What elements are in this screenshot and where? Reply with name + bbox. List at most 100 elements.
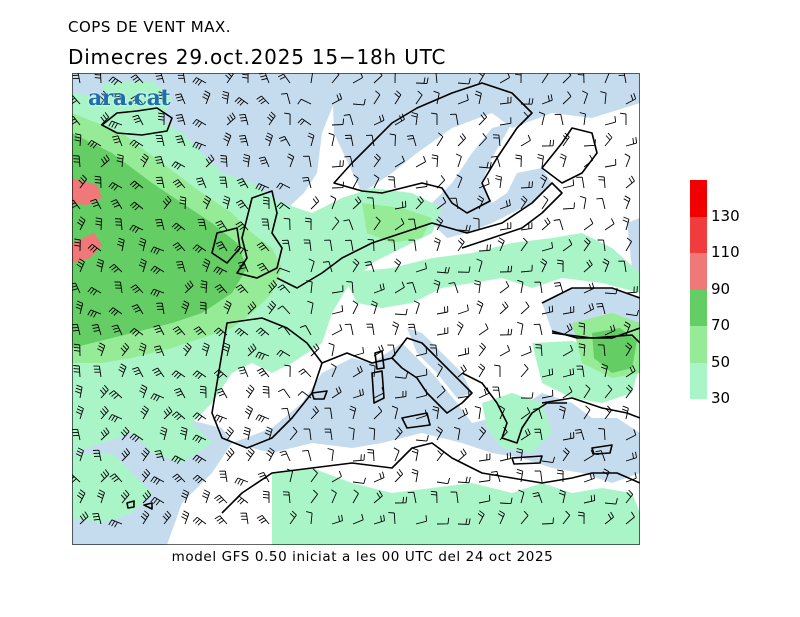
- iceland-coast: [101, 107, 173, 136]
- wind-barb: [239, 113, 249, 126]
- aracat-logo[interactable]: ara.cat: [88, 85, 171, 111]
- wind-barb: [108, 390, 123, 399]
- wind-barb: [153, 345, 165, 357]
- wind-barb: [562, 386, 573, 399]
- wind-barb: [258, 156, 270, 168]
- wind-barb: [215, 220, 228, 231]
- wind-barb: [540, 258, 548, 273]
- wind-barb: [411, 468, 419, 483]
- wind-barb: [138, 342, 147, 357]
- wind-barb: [541, 139, 555, 147]
- wind-barbs: [72, 73, 640, 528]
- wind-barb: [120, 489, 130, 504]
- wind-barb: [152, 367, 165, 378]
- wind-barb: [407, 491, 417, 504]
- wind-barb: [518, 489, 525, 504]
- wind-barb: [625, 342, 633, 357]
- wind-barb: [100, 154, 110, 168]
- wind-barb: [205, 154, 215, 168]
- wind-barb: [330, 363, 337, 378]
- corsica-coast: [374, 350, 385, 370]
- wind-barb: [478, 387, 490, 399]
- wind-barb: [394, 218, 405, 231]
- wind-barb: [255, 183, 270, 192]
- wind-barb: [331, 216, 340, 231]
- wind-barb: [201, 342, 210, 357]
- wind-barb: [87, 309, 102, 318]
- wind-barb: [497, 237, 505, 252]
- wind-barb: [331, 489, 337, 504]
- wind-barb: [352, 365, 363, 378]
- wind-barb: [343, 219, 354, 231]
- wind-barb: [557, 469, 564, 483]
- wind-barb: [223, 300, 232, 315]
- wind-barb: [494, 364, 501, 377]
- finland-coast: [541, 127, 598, 184]
- britain-coast: [236, 190, 283, 279]
- wind-barb: [72, 73, 81, 84]
- wind-barb: [596, 302, 606, 315]
- legend-label-110: 110: [711, 243, 740, 261]
- wind-barb: [578, 511, 585, 525]
- wind-barb: [436, 517, 450, 525]
- wind-barb: [234, 495, 249, 505]
- norwegian-sea: [332, 73, 640, 193]
- wind-barb: [369, 364, 376, 378]
- wind-barb: [132, 366, 144, 378]
- wind-barb: [155, 218, 165, 231]
- wind-barb: [192, 454, 207, 464]
- wind-barb: [495, 175, 502, 189]
- wind-barb: [490, 470, 501, 483]
- wind-barb: [554, 113, 564, 126]
- continental-coast: [276, 182, 563, 289]
- wind-barb: [267, 111, 276, 126]
- wind-barb: [331, 118, 345, 126]
- wind-barb: [150, 496, 165, 506]
- wind-barb: [344, 323, 354, 336]
- wind-barb: [324, 428, 333, 441]
- wind-barb: [597, 239, 606, 252]
- wind-barb: [267, 300, 277, 315]
- wind-barb: [78, 174, 88, 189]
- wind-barb: [562, 73, 572, 84]
- wind-barb: [235, 199, 249, 210]
- wind-barb: [343, 114, 354, 126]
- wind-barb: [491, 155, 501, 168]
- wind-barb: [583, 449, 594, 462]
- chart-title: COPS DE VENT MAX.: [68, 18, 232, 36]
- wind-barb: [604, 384, 613, 399]
- wind-barb: [131, 304, 144, 315]
- wind-barb: [266, 447, 275, 462]
- wind-barb: [246, 447, 255, 462]
- wind-barb: [492, 134, 501, 147]
- wind-barb: [583, 303, 595, 315]
- wind-barb: [100, 405, 109, 420]
- wind-barb: [562, 323, 573, 336]
- legend-swatch-90: [690, 253, 707, 290]
- wind-barb: [352, 300, 359, 315]
- wind-barb: [520, 363, 529, 378]
- wind-barb: [221, 90, 230, 105]
- gust-band-30: [72, 453, 152, 523]
- wind-barb: [256, 515, 270, 525]
- wind-barb: [478, 244, 491, 252]
- wind-barb: [141, 468, 151, 483]
- wind-barb: [477, 195, 485, 210]
- wind-barb: [413, 300, 420, 315]
- wind-barb: [215, 387, 228, 399]
- wind-barb: [431, 154, 439, 168]
- wind-barb: [541, 217, 551, 231]
- wind-barb: [576, 365, 585, 378]
- wind-barb: [604, 158, 617, 168]
- wind-barb: [193, 326, 207, 336]
- wind-barb: [237, 261, 249, 273]
- wind-barb: [474, 405, 482, 420]
- wind-barb: [213, 369, 228, 379]
- wind-barb: [497, 510, 505, 525]
- wind-barb: [75, 405, 84, 420]
- wind-barb: [192, 77, 207, 86]
- cyprus-coast: [591, 444, 613, 455]
- wind-barb: [192, 244, 207, 253]
- wind-barb: [142, 490, 152, 504]
- wind-barb: [172, 473, 186, 483]
